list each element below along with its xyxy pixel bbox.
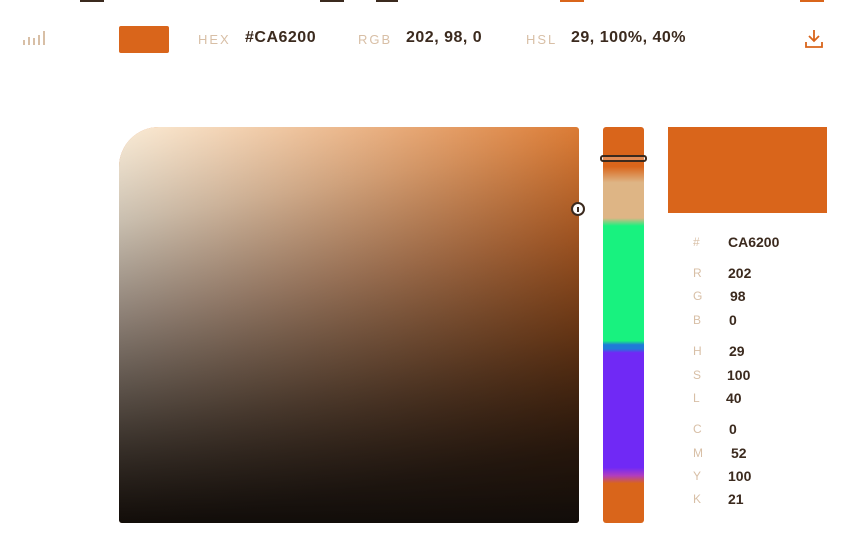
hue-slider-handle[interactable] [600, 155, 647, 162]
hsl-value[interactable]: 29, 100%, 40% [571, 29, 687, 46]
value-number[interactable]: 40 [726, 390, 742, 406]
value-row-b: B 0 [693, 312, 833, 331]
value-row-y: Y 100 [693, 468, 833, 487]
value-row-hex: # CA6200 [693, 234, 833, 253]
value-label: # [693, 235, 701, 249]
hex-value[interactable]: #CA6200 [245, 29, 317, 46]
value-label: G [693, 289, 704, 303]
value-label: H [693, 344, 703, 358]
hue-slider-track[interactable] [603, 127, 644, 523]
current-color-swatch[interactable] [119, 26, 169, 53]
value-number[interactable]: 98 [730, 288, 746, 304]
value-label: L [693, 391, 701, 405]
value-number[interactable]: 0 [729, 421, 737, 437]
value-number[interactable]: 52 [731, 445, 747, 461]
value-row-g: G 98 [693, 288, 833, 307]
value-row-k: K 21 [693, 491, 833, 510]
value-row-r: R 202 [693, 265, 833, 284]
value-number[interactable]: 0 [729, 312, 737, 328]
value-label: S [693, 368, 703, 382]
value-number[interactable]: 21 [728, 491, 744, 507]
top-edge-stub [320, 0, 344, 2]
top-edge-stub [376, 0, 398, 2]
value-row-m: M 52 [693, 445, 833, 464]
signal-bars-icon[interactable] [22, 31, 48, 45]
top-edge-stub [80, 0, 104, 2]
value-number[interactable]: 100 [727, 367, 751, 383]
saturation-lightness-picker[interactable] [119, 127, 579, 523]
value-row-s: S 100 [693, 367, 833, 386]
top-edge-stub [800, 0, 824, 2]
color-info-header: HEX #CA6200 RGB 202, 98, 0 HSL 29, 100%,… [0, 20, 867, 60]
color-preview [668, 127, 827, 213]
value-label: Y [693, 469, 703, 483]
value-row-h: H 29 [693, 343, 833, 362]
download-icon[interactable] [803, 28, 825, 50]
picker-tone-overlay [119, 127, 579, 523]
hsl-label: HSL [526, 32, 558, 47]
value-number[interactable]: CA6200 [728, 234, 780, 250]
hex-label: HEX [198, 32, 231, 47]
value-number[interactable]: 202 [728, 265, 752, 281]
value-label: C [693, 422, 703, 436]
value-number[interactable]: 29 [729, 343, 745, 359]
value-number[interactable]: 100 [728, 468, 752, 484]
value-label: K [693, 492, 703, 506]
value-label: B [693, 313, 703, 327]
rgb-label: RGB [358, 32, 393, 47]
rgb-value[interactable]: 202, 98, 0 [406, 29, 483, 46]
value-label: R [693, 266, 703, 280]
picker-cursor-handle[interactable] [571, 202, 585, 216]
value-row-l: L 40 [693, 390, 833, 409]
value-row-c: C 0 [693, 421, 833, 440]
top-edge-stub [560, 0, 584, 2]
value-label: M [693, 446, 704, 460]
